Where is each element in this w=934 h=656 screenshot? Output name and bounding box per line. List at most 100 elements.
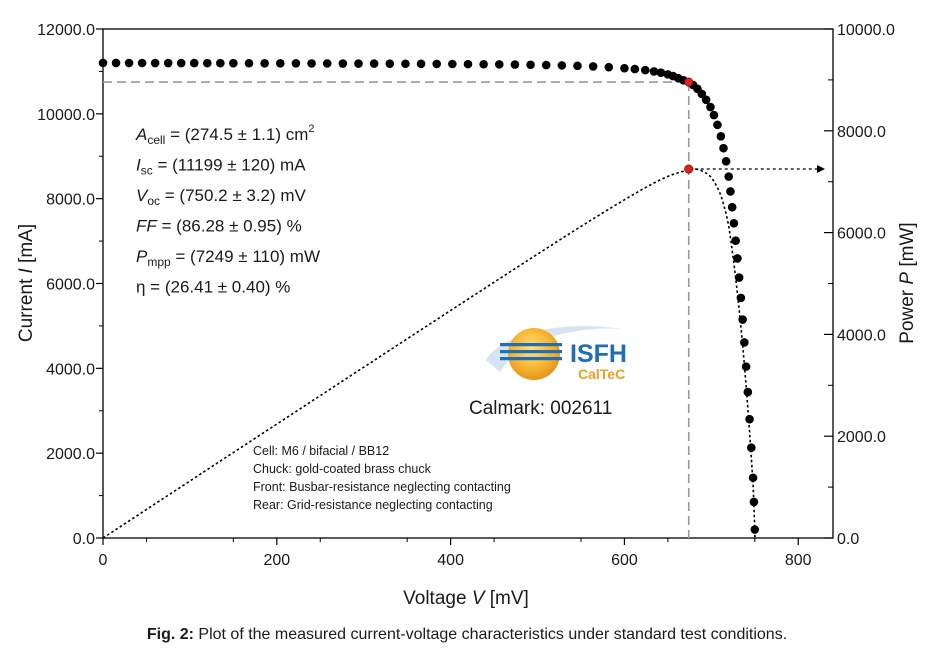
iv-data-point	[98, 58, 108, 68]
iv-data-point	[724, 172, 734, 181]
iv-data-point	[620, 63, 629, 73]
iv-data-point	[260, 58, 269, 68]
iv-data-point	[385, 59, 395, 68]
iv-data-point	[630, 64, 640, 74]
iv-data-point	[749, 497, 759, 507]
iv-data-point	[463, 59, 473, 69]
iv-data-point	[432, 59, 442, 69]
iv-data-point	[307, 59, 316, 68]
caption-label: Fig. 2:	[146, 626, 194, 643]
y-right-tick-label: 0.0	[837, 531, 859, 548]
iv-data-point	[734, 273, 744, 282]
iv-data-point	[416, 59, 426, 69]
iv-data-point	[736, 293, 746, 303]
iv-data-point	[338, 59, 348, 68]
x-tick-label: 800	[785, 552, 812, 569]
y-left-tick-label: 2000.0	[46, 446, 95, 463]
iv-data-point	[726, 187, 735, 196]
cell-notes: Cell: M6 / bifacial / BB12 Chuck: gold-c…	[253, 444, 511, 512]
y-right-axis-title: Power P [mW]	[897, 222, 918, 343]
logo-name: ISFH	[570, 340, 627, 368]
x-tick-label: 0	[99, 552, 108, 569]
y-left-tick-label: 6000.0	[46, 277, 95, 294]
iv-data-point	[748, 473, 758, 483]
note-rear: Rear: Grid-resistance neglecting contact…	[253, 498, 493, 512]
iv-data-point	[709, 110, 719, 120]
iv-data-point	[747, 443, 756, 452]
param-line: FF = (86.28 ± 0.95) %	[136, 217, 302, 236]
iv-data-point	[401, 59, 410, 69]
iv-data-point	[640, 65, 650, 75]
iv-data-point	[740, 338, 749, 347]
logo-sun-icon	[508, 328, 560, 380]
iv-data-point	[716, 132, 726, 141]
iv-data-point	[743, 387, 753, 397]
param-line: Voc = (750.2 ± 3.2) mV	[136, 186, 307, 208]
isfh-logo: ISFH CalTeC	[486, 326, 628, 382]
iv-data-point	[322, 59, 332, 68]
y-left-tick-label: 4000.0	[46, 361, 95, 378]
iv-data-point	[745, 414, 754, 424]
parameter-block: Acell = (274.5 ± 1.1) cm2 Isc = (11199 ± …	[135, 123, 320, 297]
iv-data-point	[541, 60, 551, 70]
iv-data-point	[291, 59, 301, 68]
iv-data-point	[731, 236, 740, 245]
y-left-tick-label: 10000.0	[37, 107, 95, 124]
note-chuck: Chuck: gold-coated brass chuck	[253, 462, 432, 476]
iv-data-point	[494, 60, 504, 69]
param-line: η = (26.41 ± 0.40) %	[136, 278, 290, 297]
iv-data-point	[111, 58, 121, 68]
iv-data-point	[510, 60, 520, 69]
iv-data-point	[701, 95, 711, 105]
iv-data-point	[656, 68, 666, 77]
iv-data-point	[137, 58, 147, 68]
calmark-label: Calmark: 002611	[469, 398, 612, 419]
y-right-tick-label: 10000.0	[837, 22, 895, 39]
iv-data-point	[124, 58, 134, 68]
iv-data-point	[163, 58, 173, 68]
iv-data-point	[189, 58, 199, 68]
iv-data-point	[733, 254, 742, 263]
mpp-markers	[684, 77, 694, 174]
x-axis-title: Voltage V [mV]	[403, 588, 529, 609]
iv-data-point	[369, 59, 379, 68]
iv-data-point	[202, 58, 212, 68]
iv-data-point	[721, 157, 731, 166]
iv-data-point	[216, 58, 225, 68]
y-right-tick-label: 2000.0	[837, 429, 886, 446]
iv-data-point	[604, 62, 614, 72]
logo-sub: CalTeC	[578, 366, 625, 382]
plot-axes: 0 200 400 600 8000.02000.04000.06000.08000.0…	[37, 22, 895, 569]
iv-data-point	[719, 143, 728, 153]
param-line: Pmpp = (7249 ± 110) mW	[136, 247, 320, 269]
iv-data-point	[479, 59, 488, 69]
iv-data-point	[713, 120, 722, 130]
iv-data-point	[750, 525, 760, 534]
iv-data-point	[526, 60, 535, 70]
iv-data-point	[727, 202, 737, 212]
y-left-axis-title: Current I [mA]	[16, 224, 37, 342]
arrow-head-icon	[817, 165, 825, 174]
iv-data-point	[573, 61, 582, 71]
iv-data-point	[354, 59, 363, 68]
caption-text: Plot of the measured current-voltage cha…	[193, 626, 788, 643]
mpp-current-marker	[684, 77, 694, 87]
iv-data-point	[738, 315, 747, 324]
y-right-tick-label: 6000.0	[837, 226, 886, 243]
iv-data-point	[448, 59, 457, 69]
param-line: Acell = (274.5 ± 1.1) cm2	[135, 123, 315, 147]
iv-data-point	[729, 218, 739, 228]
mpp-guides	[103, 81, 825, 538]
iv-data-point	[229, 58, 238, 68]
param-line: Isc = (11199 ± 120) mA	[136, 156, 306, 178]
note-front: Front: Busbar-resistance neglecting cont…	[253, 480, 511, 494]
y-left-tick-label: 8000.0	[46, 192, 95, 209]
iv-data-point	[150, 58, 160, 68]
iv-data-point	[741, 362, 751, 371]
figure-caption: Fig. 2: Plot of the measured current-vol…	[0, 626, 934, 644]
iv-data-point	[275, 59, 285, 68]
iv-data-point	[649, 67, 659, 76]
iv-data-point	[176, 58, 186, 68]
iv-data-point	[557, 61, 567, 70]
